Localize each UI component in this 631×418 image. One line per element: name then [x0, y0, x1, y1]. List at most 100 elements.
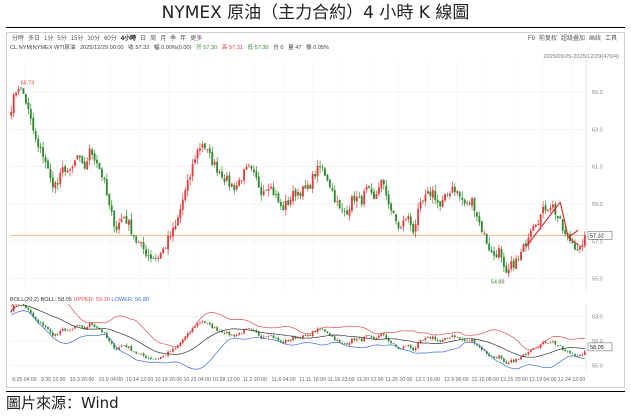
candle-body	[123, 217, 125, 218]
boll-candle-body	[503, 358, 505, 362]
candle-body	[382, 179, 385, 185]
caption-divider	[6, 391, 625, 392]
boll-candle-body	[544, 341, 547, 344]
candle-body	[368, 186, 371, 188]
y-tick-label: 61.0	[592, 165, 603, 171]
tool-button[interactable]: 超级叠加	[560, 36, 585, 42]
candle-body	[353, 195, 356, 201]
tool-button[interactable]: 工具	[604, 36, 617, 42]
boll-candle-body	[311, 331, 314, 337]
figure-caption: 圖片來源：Wind	[6, 394, 119, 412]
boll-candle-body	[569, 350, 571, 354]
candle-body	[431, 189, 434, 198]
candle-body	[230, 183, 233, 187]
period-tab[interactable]: 月	[160, 36, 167, 42]
candle-body	[167, 236, 170, 250]
boll-candle-body	[235, 334, 238, 337]
boll-candle-body	[233, 334, 236, 337]
candle-body	[400, 227, 402, 228]
boll-candle-body	[172, 348, 174, 352]
period-tab[interactable]: 季	[170, 36, 177, 42]
y-tick-label: 63.0	[592, 127, 603, 133]
boll-indicator-chart[interactable]: 63.0 59.0 55.0 58.05 9.25 04:00 9.30 12:00 10.…	[8, 304, 616, 384]
candle-body	[512, 260, 515, 268]
candle-body	[132, 234, 135, 237]
period-tab[interactable]: 5分	[57, 36, 67, 42]
candle-body	[179, 209, 182, 219]
boll-y-tick-label: 59.0	[592, 339, 603, 345]
boll-candle-body	[253, 329, 255, 331]
tool-button[interactable]: 前复权	[538, 36, 557, 42]
candle-body	[409, 216, 412, 225]
period-tab[interactable]: 多日	[28, 36, 41, 42]
boll-candle-body	[370, 336, 373, 338]
candle-body	[360, 195, 363, 205]
boll-candle-body	[564, 349, 567, 351]
x-tick-label: 12.24 12:00	[558, 377, 586, 383]
boll-candle-body	[559, 345, 562, 346]
candlestick-chart[interactable]: 55.0 57.0 59.0 61.0 63.0 65.0 65.73 54.88 57.32	[8, 60, 616, 292]
period-tab[interactable]: 4小時	[120, 36, 137, 42]
candle-body	[375, 194, 378, 199]
high-label: 高 57.31	[221, 45, 243, 51]
candle-body	[125, 215, 128, 224]
candle-body	[208, 148, 211, 153]
candle-body	[25, 94, 27, 104]
period-tab[interactable]: 1分	[44, 36, 54, 42]
datetime-label: 2025/12/29 00:00	[80, 45, 124, 51]
candle-body	[176, 217, 179, 226]
period-tab[interactable]: 15分	[70, 36, 84, 42]
candle-body	[140, 242, 143, 244]
boll-candle-body	[471, 339, 473, 342]
period-tab[interactable]: 30分	[87, 36, 101, 42]
period-tab[interactable]: 更多	[190, 36, 203, 42]
boll-candle-body	[15, 304, 17, 306]
boll-candle-body	[238, 333, 241, 336]
candle-body	[221, 171, 223, 178]
boll-candle-body	[93, 324, 96, 327]
boll-candle-body	[510, 359, 513, 363]
candle-body	[10, 112, 13, 116]
candle-body	[169, 236, 172, 238]
candle-body	[478, 216, 481, 223]
boll-candle-body	[466, 340, 468, 342]
period-tab[interactable]: 年	[180, 36, 187, 42]
tool-button[interactable]: 画线	[588, 36, 601, 42]
candle-body	[385, 185, 388, 196]
boll-candle-body	[248, 328, 250, 329]
candle-body	[414, 224, 417, 232]
candle-body	[328, 179, 331, 188]
boll-y-tick-label: 63.0	[592, 315, 603, 321]
boll-candle-body	[387, 337, 390, 342]
tool-button[interactable]: F9	[527, 36, 535, 42]
boll-candle-body	[76, 325, 79, 327]
boll-candle-body	[199, 322, 201, 324]
last-price-label: 57.32	[590, 233, 604, 239]
y-tick-label: 65.0	[592, 90, 603, 96]
candle-body	[451, 186, 454, 193]
boll-candle-body	[270, 335, 272, 337]
boll-candle-body	[336, 340, 339, 341]
candle-body	[49, 168, 52, 179]
boll-candle-body	[485, 350, 488, 355]
y-tick-label: 57.0	[592, 239, 603, 245]
period-tab[interactable]: 周	[150, 36, 157, 42]
candle-body	[311, 174, 314, 189]
candle-body	[142, 242, 145, 250]
candle-body	[64, 166, 67, 172]
candle-body	[324, 168, 326, 176]
boll-candle-body	[373, 336, 375, 340]
candle-body	[279, 201, 282, 207]
boll-candle-body	[505, 361, 508, 364]
candle-body	[468, 202, 471, 205]
candle-body	[245, 166, 248, 170]
period-tab[interactable]: 日	[140, 36, 147, 42]
candle-body	[272, 186, 275, 195]
period-tab[interactable]: 60分	[104, 36, 117, 42]
boll-y-tick-label: 55.0	[592, 364, 603, 370]
candle-body	[252, 169, 255, 172]
period-tab[interactable]: 分時	[12, 36, 25, 42]
candle-body	[316, 165, 319, 177]
candle-body	[267, 188, 270, 191]
boll-candle-body	[331, 335, 334, 337]
